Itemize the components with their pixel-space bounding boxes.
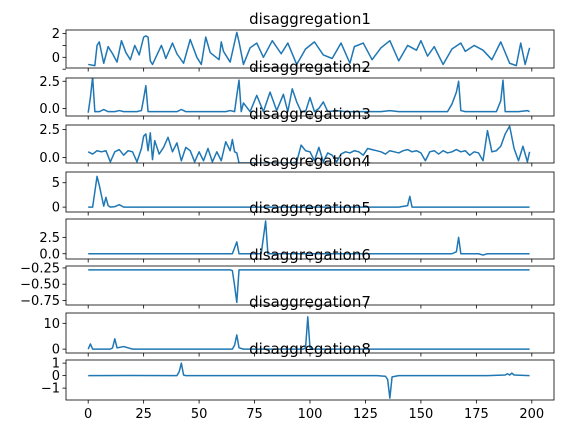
y-tick-label-6-1: −0.25 bbox=[20, 261, 60, 276]
x-tick-label-9: 200 bbox=[519, 407, 544, 422]
y-tick-label-2-1: 0.0 bbox=[39, 102, 60, 117]
y-tick-label-3-1: 0.0 bbox=[39, 151, 60, 166]
y-tick-label-7-2: 10 bbox=[43, 317, 60, 332]
subplot-title-8: disaggregation8 bbox=[249, 340, 371, 358]
x-tick-label-8: 175 bbox=[464, 407, 489, 422]
y-tick-label-6-3: −0.75 bbox=[20, 294, 60, 309]
series-line-5-1 bbox=[88, 220, 530, 256]
series-line-8-1 bbox=[88, 362, 530, 399]
x-tick-label-3: 50 bbox=[191, 407, 208, 422]
subplot-title-4: disaggregation4 bbox=[249, 152, 371, 170]
subplot-4: 05 bbox=[52, 171, 555, 216]
subplot-8: 10−10 25 50 75 100 125 150 175 200 bbox=[41, 357, 555, 422]
series-line-4-1 bbox=[88, 175, 530, 208]
subplot-7: 0 10 bbox=[43, 312, 555, 358]
axes-frame-8 bbox=[65, 359, 555, 401]
subplot-title-3: disaggregation3 bbox=[249, 105, 371, 123]
series-line-6-1 bbox=[88, 269, 530, 304]
subplot-title-1: disaggregation1 bbox=[249, 10, 371, 28]
series-line-1-1 bbox=[88, 31, 531, 67]
y-tick-label-5-2: 2.5 bbox=[39, 231, 60, 246]
x-tick-label-4: 75 bbox=[246, 407, 263, 422]
y-tick-label-2-2: 2.5 bbox=[39, 75, 60, 90]
y-tick-label-1-2: 0 bbox=[52, 51, 60, 66]
series-line-3-1 bbox=[87, 125, 531, 163]
y-tick-label-5-1: 0.0 bbox=[39, 247, 60, 262]
x-tick-label-5: 100 bbox=[298, 407, 323, 422]
subplot-2: 0.0 2.5 bbox=[39, 75, 555, 120]
x-tick-label-6: 125 bbox=[353, 407, 378, 422]
y-tick-label-4-1: 0 bbox=[52, 201, 60, 216]
subplot-1: 02 bbox=[52, 27, 555, 72]
y-tick-label-7-1: 0 bbox=[52, 343, 60, 358]
subplot-title-7: disaggregation7 bbox=[249, 293, 371, 311]
subplot-title-6: disaggregation6 bbox=[249, 246, 371, 264]
y-tick-label-8-1: 1 bbox=[52, 357, 60, 372]
subplot-title-5: disaggregation5 bbox=[249, 199, 371, 217]
y-tick-label-6-2: −0.50 bbox=[20, 278, 60, 293]
y-tick-label-4-2: 5 bbox=[52, 176, 60, 191]
y-tick-label-1-4: 2 bbox=[52, 27, 60, 42]
subplot-5: 0.02.5 bbox=[39, 218, 555, 263]
series-line-2-1 bbox=[87, 78, 530, 113]
y-tick-label-8-3: −1 bbox=[41, 382, 60, 397]
subplot-3: 0.0 2.5 bbox=[39, 123, 555, 167]
x-tick-label-1: 0 bbox=[84, 407, 92, 422]
x-tick-label-2: 25 bbox=[135, 407, 152, 422]
x-tick-label-7: 150 bbox=[408, 407, 433, 422]
y-tick-label-3-2: 2.5 bbox=[39, 123, 60, 138]
subplot-title-2: disaggregation2 bbox=[249, 58, 371, 76]
y-tick-label-8-2: 0 bbox=[52, 369, 60, 384]
series-line-7-1 bbox=[87, 316, 530, 350]
subplot-6: −0.25 −0.50−0.75 bbox=[20, 261, 555, 309]
